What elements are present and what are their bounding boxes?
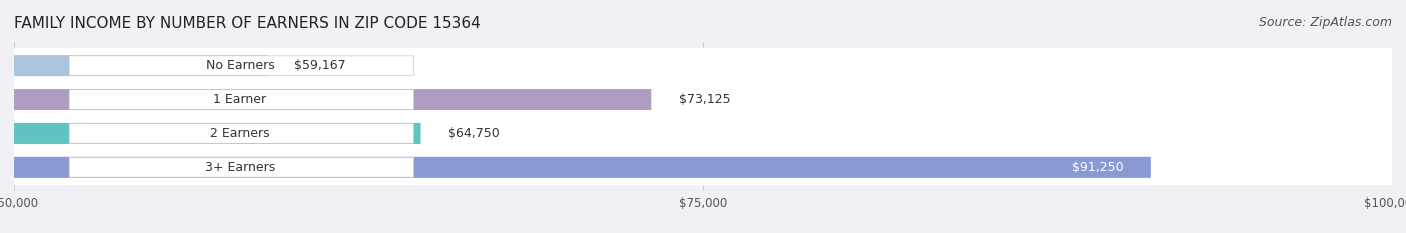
FancyBboxPatch shape [14,89,651,110]
FancyBboxPatch shape [69,90,413,109]
FancyBboxPatch shape [14,82,1392,117]
Text: 3+ Earners: 3+ Earners [205,161,276,174]
FancyBboxPatch shape [69,124,413,143]
Text: $73,125: $73,125 [679,93,731,106]
Text: 2 Earners: 2 Earners [211,127,270,140]
FancyBboxPatch shape [14,48,1392,83]
Text: No Earners: No Earners [205,59,274,72]
FancyBboxPatch shape [69,158,413,177]
FancyBboxPatch shape [14,55,267,76]
FancyBboxPatch shape [14,116,1392,151]
Text: $59,167: $59,167 [294,59,346,72]
Text: 1 Earner: 1 Earner [214,93,267,106]
Text: $91,250: $91,250 [1071,161,1123,174]
Text: Source: ZipAtlas.com: Source: ZipAtlas.com [1258,16,1392,29]
Text: $64,750: $64,750 [449,127,501,140]
FancyBboxPatch shape [14,123,420,144]
Text: FAMILY INCOME BY NUMBER OF EARNERS IN ZIP CODE 15364: FAMILY INCOME BY NUMBER OF EARNERS IN ZI… [14,16,481,31]
FancyBboxPatch shape [69,56,413,75]
FancyBboxPatch shape [14,150,1392,185]
FancyBboxPatch shape [14,157,1152,178]
